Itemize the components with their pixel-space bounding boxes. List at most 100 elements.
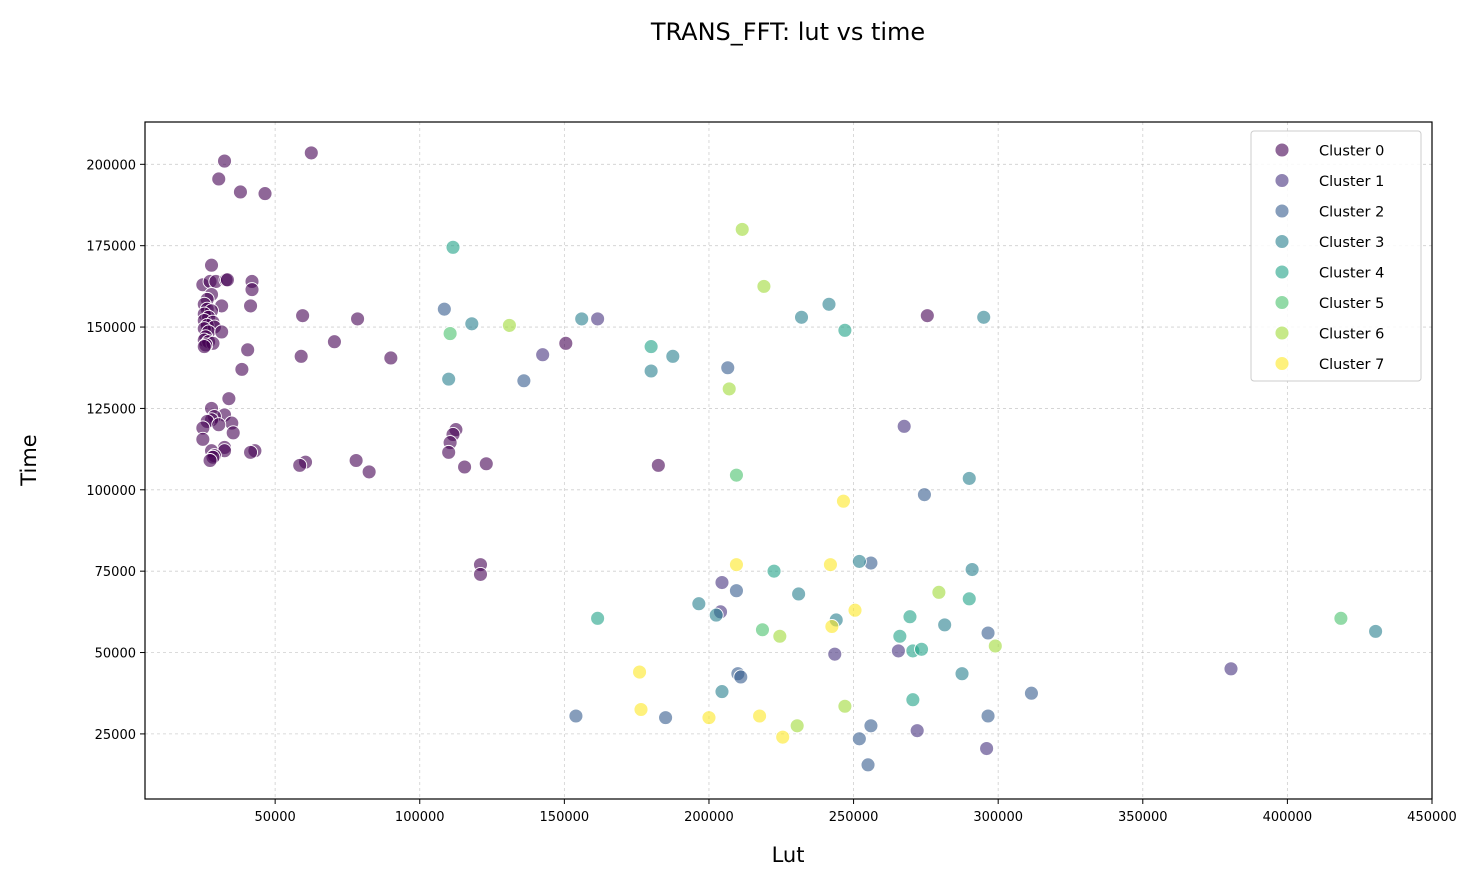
- legend-box: [1250, 130, 1422, 382]
- series-cluster-5: [442, 326, 1349, 638]
- y-tick-label: 100000: [86, 484, 136, 499]
- data-point: [196, 339, 212, 355]
- data-point: [643, 339, 659, 355]
- data-point: [643, 363, 659, 379]
- data-point: [457, 459, 473, 475]
- data-point: [714, 575, 730, 591]
- data-point: [445, 239, 461, 255]
- legend-label: Cluster 6: [1319, 327, 1384, 343]
- plot-frame: [144, 121, 1433, 800]
- data-point: [916, 487, 932, 503]
- axis-ticks: 50000 100000 150000 200000 250000 300000 35000…: [86, 158, 1456, 825]
- data-point: [755, 622, 770, 638]
- x-tick-label: 350000: [1118, 810, 1168, 825]
- data-point: [441, 444, 457, 460]
- data-point: [558, 335, 574, 351]
- data-point: [961, 591, 977, 607]
- data-point: [821, 296, 837, 312]
- y-tick-label: 50000: [95, 647, 136, 662]
- legend-marker: [1274, 325, 1290, 341]
- data-point: [535, 347, 551, 363]
- x-tick-label: 400000: [1263, 810, 1313, 825]
- data-point: [202, 453, 218, 468]
- legend-label: Cluster 0: [1319, 144, 1384, 160]
- data-point: [211, 171, 227, 187]
- data-point: [436, 301, 452, 317]
- data-point: [979, 741, 995, 757]
- data-point: [1368, 623, 1384, 639]
- data-point: [905, 692, 921, 708]
- legend-label: Cluster 1: [1319, 174, 1384, 190]
- data-point: [890, 643, 906, 659]
- data-point: [976, 309, 992, 325]
- data-point: [243, 298, 259, 314]
- data-point: [568, 708, 584, 724]
- data-point: [720, 360, 736, 376]
- x-tick-label: 200000: [684, 810, 734, 825]
- data-point: [851, 731, 867, 747]
- data-point: [772, 628, 788, 644]
- y-tick-label: 150000: [86, 321, 136, 336]
- data-point: [860, 757, 876, 773]
- legend-marker: [1274, 142, 1290, 158]
- data-point: [837, 698, 853, 714]
- data-point: [204, 257, 219, 273]
- data-point: [473, 566, 488, 582]
- series-cluster-0: [195, 145, 935, 582]
- data-point: [708, 607, 724, 623]
- data-point: [650, 457, 666, 473]
- legend-marker: [1274, 173, 1290, 188]
- data-point: [632, 664, 648, 680]
- data-point: [766, 563, 782, 579]
- data-point: [464, 316, 480, 332]
- legend-marker: [1274, 264, 1290, 280]
- data-point: [728, 557, 744, 573]
- x-axis-label: Lut: [772, 843, 805, 867]
- data-point: [348, 453, 364, 468]
- data-point: [217, 153, 232, 169]
- data-point: [980, 625, 996, 641]
- data-point: [919, 308, 935, 324]
- series-cluster-6: [501, 221, 1003, 734]
- data-point: [721, 381, 737, 397]
- data-point: [789, 718, 805, 734]
- legend-marker: [1274, 356, 1290, 371]
- series-cluster-7: [632, 493, 863, 745]
- data-point: [701, 710, 717, 726]
- x-tick-label: 100000: [395, 810, 445, 825]
- x-tick-label: 150000: [540, 810, 590, 825]
- data-point: [794, 309, 809, 325]
- legend-label: Cluster 2: [1319, 205, 1384, 221]
- data-point: [836, 493, 851, 509]
- x-tick-label: 450000: [1407, 810, 1457, 825]
- data-point: [633, 702, 649, 717]
- legend-label: Cluster 5: [1319, 296, 1384, 312]
- data-point: [326, 334, 342, 350]
- series-cluster-1: [535, 311, 1239, 757]
- data-point: [1333, 610, 1349, 626]
- data-point: [195, 431, 211, 447]
- data-point: [847, 602, 863, 618]
- data-point: [350, 311, 366, 327]
- data-point: [658, 710, 674, 726]
- data-point: [243, 444, 259, 460]
- data-point: [361, 464, 377, 480]
- data-point: [902, 609, 918, 625]
- data-point: [295, 308, 311, 324]
- data-point: [257, 186, 273, 202]
- data-point: [822, 557, 838, 573]
- data-point: [441, 371, 457, 387]
- data-point: [827, 646, 843, 662]
- data-point: [211, 417, 227, 433]
- legend-label: Cluster 3: [1319, 235, 1384, 251]
- data-point: [232, 184, 248, 200]
- y-tick-label: 125000: [86, 402, 136, 417]
- data-point: [383, 350, 399, 366]
- data-point: [590, 311, 606, 327]
- grid: [145, 122, 1433, 799]
- data-point: [240, 342, 256, 358]
- data-point: [501, 317, 517, 333]
- data-point: [954, 666, 970, 682]
- data-point: [691, 596, 707, 612]
